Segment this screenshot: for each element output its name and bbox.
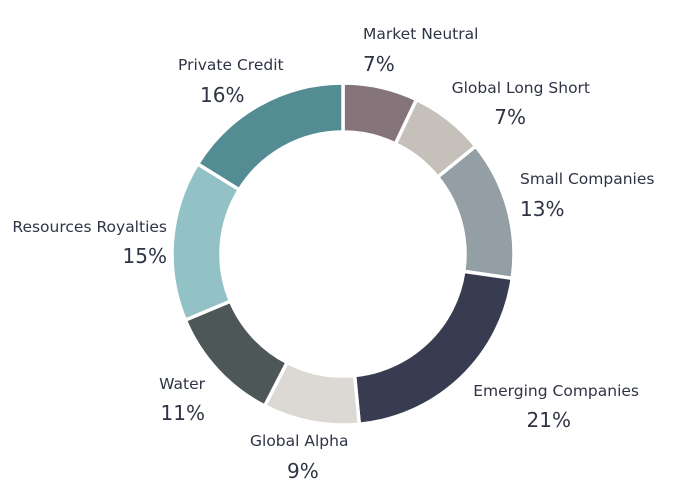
label-name: Global Long Short [452,79,590,97]
label-water: Water 11% [159,375,205,425]
label-name: Water [159,375,205,393]
label-percent: 11% [161,401,205,425]
label-market-neutral: Market Neutral 7% [363,25,478,76]
label-global-long-short: Global Long Short 7% [452,79,590,129]
label-resources-royalties: Resources Royalties 15% [12,218,167,268]
label-percent: 7% [494,105,526,129]
label-percent: 15% [123,244,167,268]
slice-resources-royalties [170,161,242,323]
label-name: Small Companies [520,170,654,188]
slice-emerging-companies [352,269,515,427]
slice-labels: Market Neutral 7% Global Long Short 7% S… [12,25,654,483]
label-name: Emerging Companies [473,382,639,400]
label-percent: 13% [520,197,564,221]
label-percent: 21% [527,408,571,432]
label-percent: 9% [287,459,319,483]
label-name: Market Neutral [363,25,478,43]
slice-private-credit [195,81,345,193]
label-percent: 16% [200,83,244,107]
label-percent: 7% [363,52,395,76]
label-private-credit: Private Credit 16% [178,56,284,107]
label-small-companies: Small Companies 13% [520,170,654,221]
donut-slices [170,81,516,427]
label-global-alpha: Global Alpha 9% [250,432,348,483]
label-name: Resources Royalties [12,218,167,236]
slice-small-companies [435,143,516,281]
label-name: Global Alpha [250,432,348,450]
label-emerging-companies: Emerging Companies 21% [473,382,639,432]
label-name: Private Credit [178,56,284,74]
